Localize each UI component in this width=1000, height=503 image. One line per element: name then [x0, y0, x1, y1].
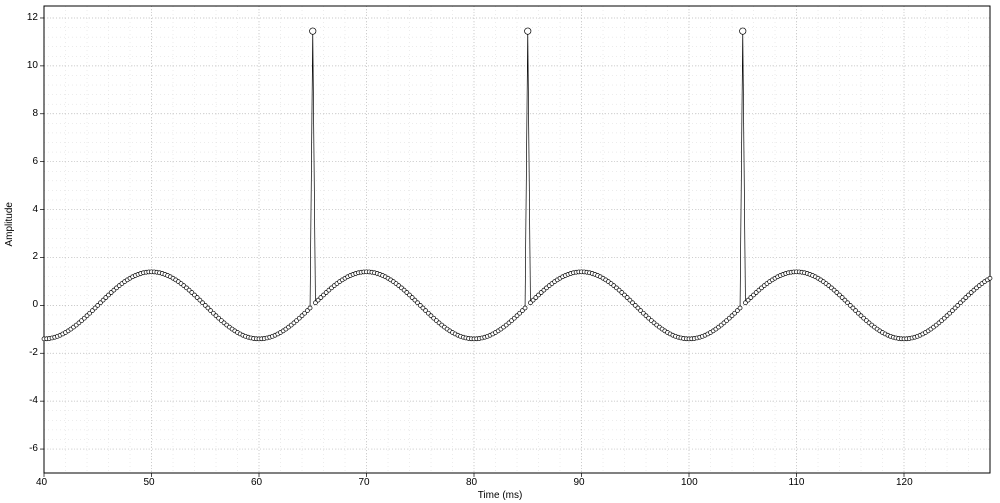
- y-tick-label: 10: [27, 60, 38, 71]
- x-tick-label: 60: [251, 477, 262, 488]
- x-tick-label: 70: [359, 477, 370, 488]
- y-tick-label: 4: [32, 204, 38, 215]
- signal-plot-figure: Amplitude Time (ms) 40506070809010011012…: [0, 0, 1000, 503]
- y-tick-label: -6: [29, 443, 38, 454]
- x-tick-label: 110: [789, 477, 805, 488]
- y-tick-label: -2: [29, 347, 38, 358]
- x-tick-label: 80: [466, 477, 477, 488]
- x-tick-label: 120: [896, 477, 913, 488]
- x-tick-label: 50: [144, 477, 155, 488]
- x-axis-label: Time (ms): [478, 490, 523, 501]
- y-axis-label: Amplitude: [4, 202, 15, 246]
- y-tick-label: 8: [32, 108, 38, 119]
- x-tick-label: 90: [574, 477, 585, 488]
- y-tick-label: 0: [32, 299, 38, 310]
- y-tick-label: 2: [32, 251, 38, 262]
- x-tick-label: 40: [36, 477, 47, 488]
- y-tick-label: -4: [29, 395, 38, 406]
- x-tick-label: 100: [681, 477, 698, 488]
- y-tick-label: 6: [32, 156, 38, 167]
- y-tick-label: 12: [27, 12, 38, 23]
- signal-plot-svg: [0, 0, 1000, 503]
